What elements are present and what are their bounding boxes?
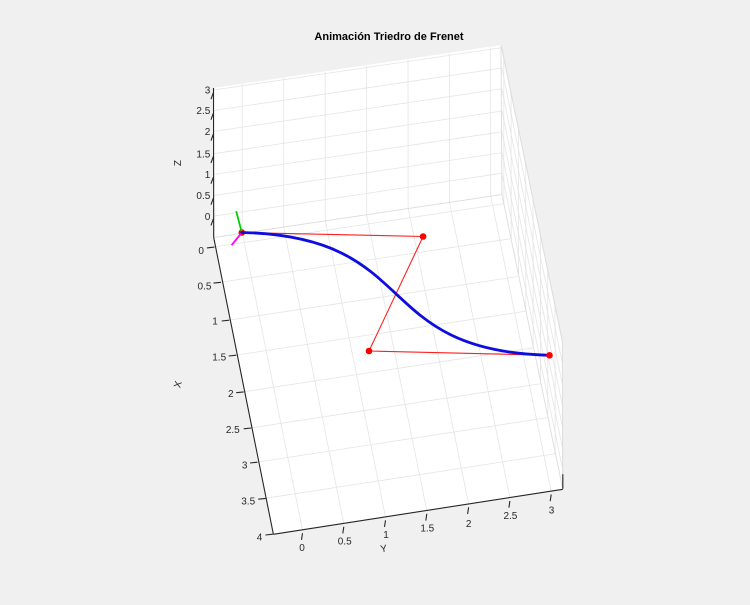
svg-text:1.5: 1.5 <box>212 352 226 363</box>
svg-text:0: 0 <box>299 543 305 554</box>
svg-text:3: 3 <box>242 461 248 472</box>
svg-text:2: 2 <box>228 389 234 400</box>
svg-text:0.5: 0.5 <box>338 537 352 548</box>
svg-text:1: 1 <box>383 530 389 541</box>
svg-text:0: 0 <box>205 212 211 223</box>
svg-text:0: 0 <box>198 246 204 257</box>
svg-text:1: 1 <box>212 316 218 327</box>
svg-text:1.5: 1.5 <box>420 524 434 535</box>
svg-text:2.5: 2.5 <box>196 106 210 117</box>
svg-text:Z: Z <box>173 160 184 166</box>
svg-text:2.5: 2.5 <box>503 511 517 522</box>
svg-text:2: 2 <box>205 127 211 138</box>
svg-text:0.5: 0.5 <box>196 191 210 202</box>
svg-text:1.5: 1.5 <box>196 149 210 160</box>
svg-text:2.5: 2.5 <box>226 425 240 436</box>
svg-text:2: 2 <box>466 519 472 530</box>
svg-text:3: 3 <box>549 505 555 516</box>
svg-text:0.5: 0.5 <box>198 282 212 293</box>
svg-text:1: 1 <box>205 170 211 181</box>
svg-text:4: 4 <box>257 532 263 543</box>
svg-text:Animación Triedro de Frenet: Animación Triedro de Frenet <box>314 31 463 43</box>
svg-text:3: 3 <box>205 86 211 97</box>
svg-text:3.5: 3.5 <box>241 496 255 507</box>
